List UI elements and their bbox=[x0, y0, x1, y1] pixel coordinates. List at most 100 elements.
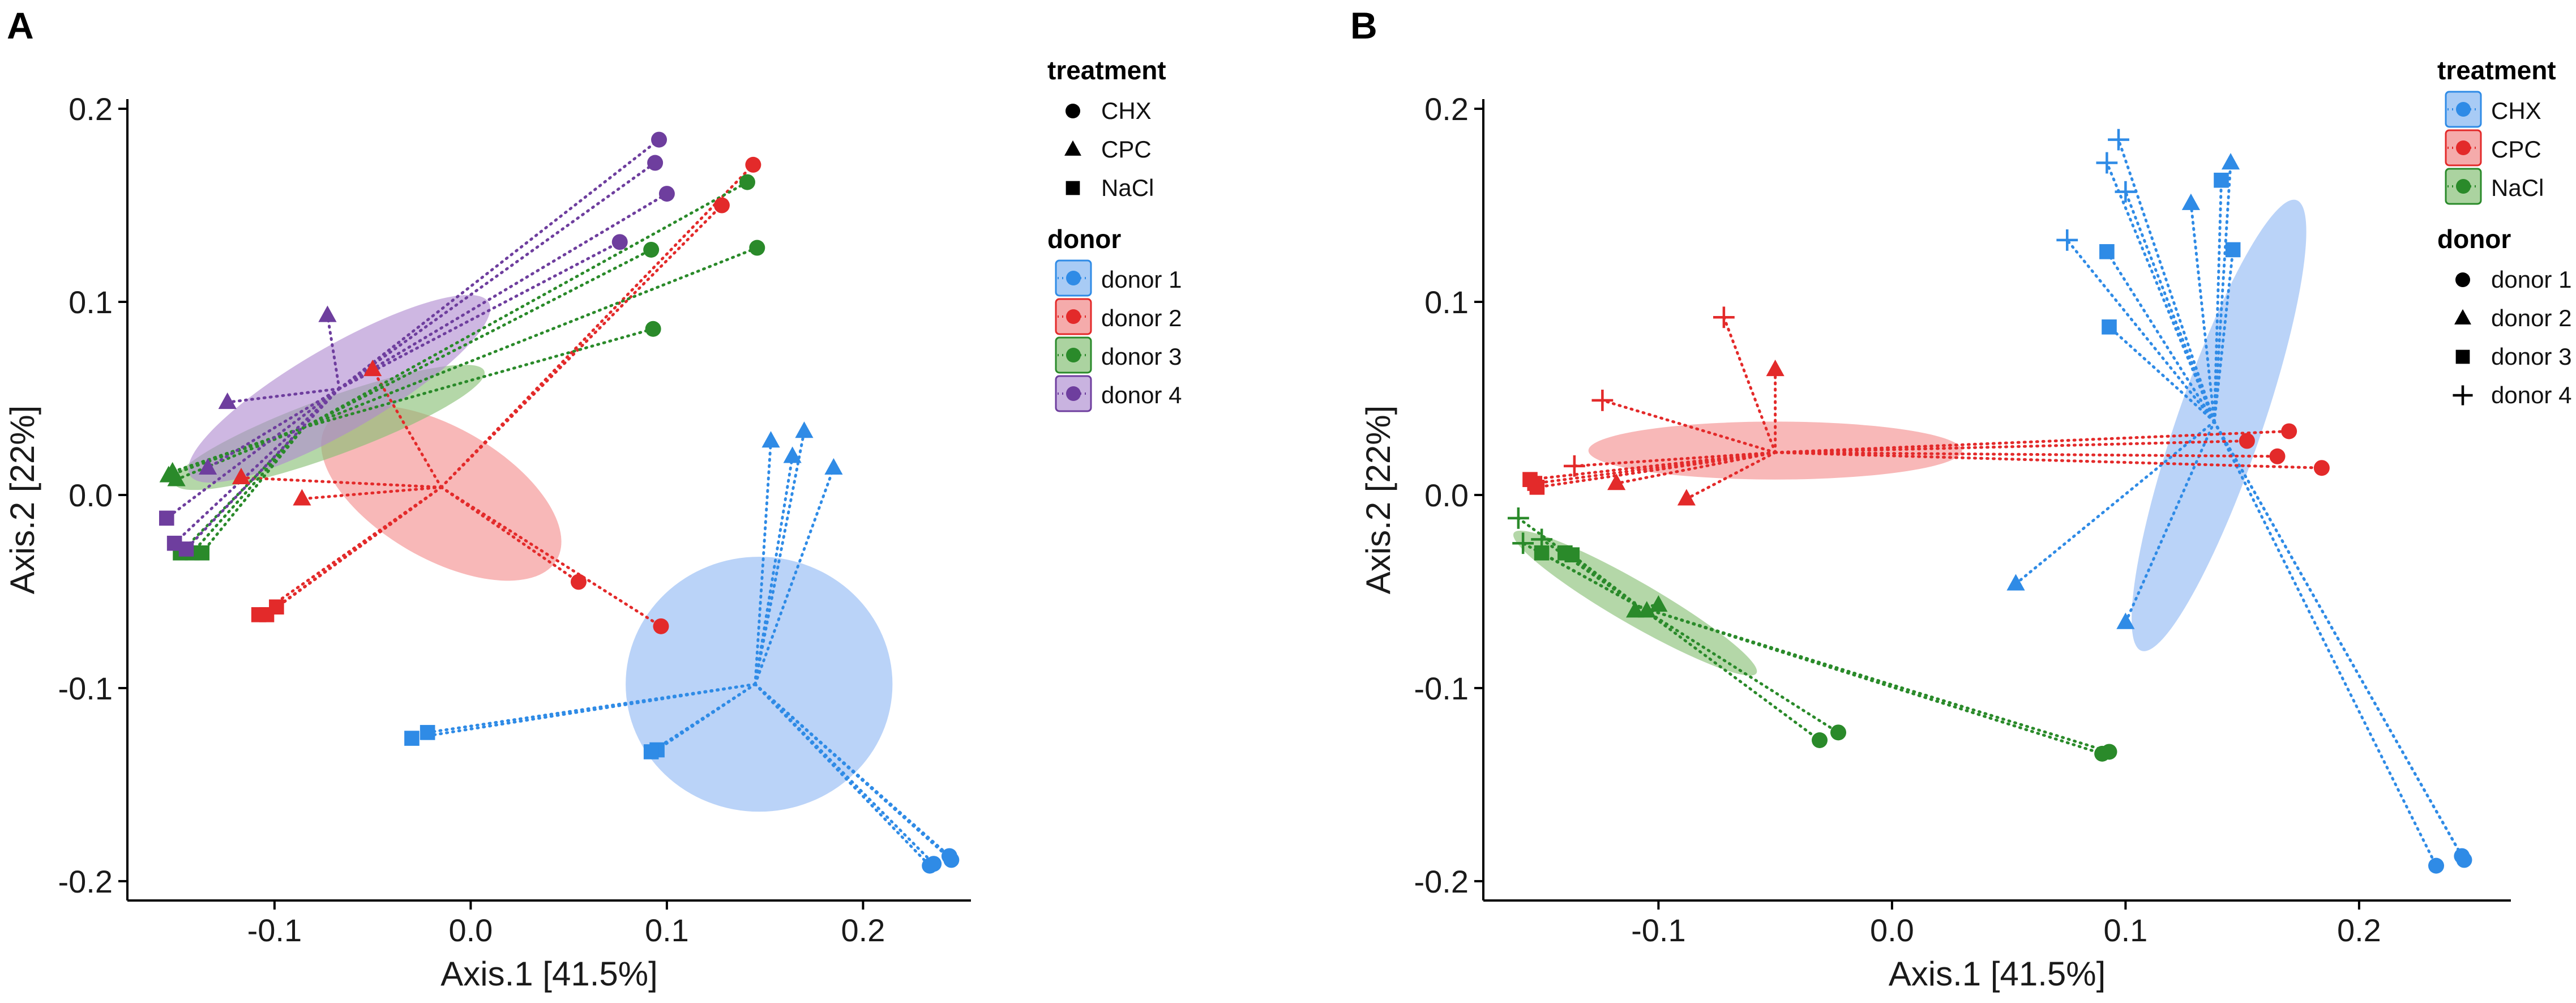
axes: -0.1 0.0 0.1 0.2 -0.2 -0.1 0.0 0.1 0.2 Axis.1 [41… bbox=[3, 91, 971, 993]
data-point-1-1 bbox=[2108, 129, 2129, 151]
legend-entry-donor-4-key bbox=[2453, 385, 2473, 406]
spoke-3-11 bbox=[1638, 605, 1840, 734]
legend-entry-nacl-label: NaCl bbox=[2491, 174, 2544, 201]
spoke-4-5 bbox=[173, 387, 341, 545]
data-point-3-13 bbox=[2101, 744, 2117, 760]
confidence-ellipse-1 bbox=[626, 557, 893, 812]
legend-entry-cpc-key bbox=[1064, 140, 1081, 156]
data-point-1-5 bbox=[2221, 153, 2240, 170]
data-point-2-3 bbox=[363, 359, 382, 377]
x-tick-label-1: -0.1 bbox=[1631, 912, 1686, 948]
spoke-1-6 bbox=[410, 682, 757, 740]
spoke-2-1 bbox=[1722, 315, 1777, 454]
data-point-2-3 bbox=[1563, 455, 1585, 477]
x-tick-label-3: 0.1 bbox=[645, 912, 689, 948]
data-point-3-9 bbox=[749, 240, 765, 256]
data-point-2-9 bbox=[1529, 480, 1545, 495]
chart-panel-b: -0.1 0.0 0.1 0.2 -0.2 -0.1 0.0 0.1 0.2 Axis.1 [41… bbox=[1359, 56, 2571, 993]
spoke-2-9 bbox=[1535, 451, 1777, 489]
spoke-2-9 bbox=[439, 163, 755, 489]
spoke-3-6 bbox=[200, 426, 306, 554]
data-point-1-10 bbox=[2225, 242, 2241, 258]
chart-panel-a: -0.1 0.0 0.1 0.2 -0.2 -0.1 0.0 0.1 0.2 Axis.1 [41… bbox=[3, 56, 1182, 993]
legend-entry-nacl-label: NaCl bbox=[1101, 174, 1154, 201]
spoke-1-12 bbox=[754, 682, 953, 861]
spoke-2-3 bbox=[1573, 451, 1777, 468]
legend-entry-donor-4-swatch-dot bbox=[1066, 386, 1081, 401]
legend-entry-donor-4-label: donor 4 bbox=[2491, 382, 2571, 408]
spoke-1-13 bbox=[2213, 420, 2438, 868]
data-point-2-1 bbox=[1713, 306, 1735, 328]
x-tick-label-4: 0.2 bbox=[841, 912, 885, 948]
confidence-ellipse-1 bbox=[2132, 199, 2307, 651]
data-point-1-2 bbox=[2096, 152, 2118, 174]
data-point-1-1 bbox=[761, 431, 780, 448]
spoke-2-2 bbox=[1601, 399, 1777, 454]
legend-entry-cpc-label: CPC bbox=[2491, 136, 2541, 163]
spoke-2-12 bbox=[1774, 451, 2323, 470]
spoke-3-13 bbox=[1638, 605, 2111, 753]
spoke-1-5 bbox=[2213, 161, 2232, 423]
data-point-1-3 bbox=[783, 446, 802, 463]
spoke-3-10 bbox=[302, 327, 655, 429]
legend-entry-nacl-swatch-dot bbox=[2456, 179, 2471, 194]
spoke-1-3 bbox=[754, 455, 794, 686]
spoke-2-3 bbox=[371, 368, 443, 489]
data-point-1-7 bbox=[2006, 574, 2025, 591]
spoke-1-10 bbox=[2213, 248, 2235, 423]
data-point-3-6 bbox=[194, 545, 209, 561]
data-point-2-8 bbox=[713, 197, 730, 214]
data-point-2-13 bbox=[2239, 433, 2255, 449]
spoke-1-10 bbox=[754, 682, 935, 865]
spoke-2-13 bbox=[1774, 439, 2249, 454]
spoke-2-7 bbox=[1529, 451, 1777, 481]
spoke-2-8 bbox=[439, 204, 724, 489]
spoke-2-2 bbox=[300, 485, 443, 501]
spoke-2-10 bbox=[439, 485, 663, 628]
data-point-3-10 bbox=[1812, 732, 1828, 748]
data-point-3-10 bbox=[645, 321, 661, 337]
y-tick-label-4: 0.1 bbox=[69, 284, 113, 320]
data-point-4-9 bbox=[658, 186, 675, 202]
data-point-2-5 bbox=[1607, 473, 1626, 490]
spoke-1-4 bbox=[2065, 238, 2216, 423]
data-point-4-6 bbox=[178, 541, 194, 557]
axes: -0.1 0.0 0.1 0.2 -0.2 -0.1 0.0 0.1 0.2 Axis.1 [41… bbox=[1359, 91, 2511, 993]
legend-entry-donor-4-label: donor 4 bbox=[1101, 382, 1182, 408]
spoke-1-12 bbox=[2108, 325, 2216, 423]
spoke-4-6 bbox=[185, 387, 341, 550]
data-point-4-3 bbox=[198, 458, 217, 475]
data-point-1-2 bbox=[795, 421, 814, 438]
legend-entry-donor-1-swatch-dot bbox=[1066, 271, 1081, 285]
y-tick-label-2: -0.1 bbox=[1414, 671, 1469, 706]
spokes bbox=[1517, 138, 2466, 868]
legend-entry-chx-swatch-dot bbox=[2456, 102, 2471, 117]
x-tick-label-4: 0.2 bbox=[2337, 912, 2381, 948]
spoke-2-1 bbox=[239, 476, 443, 489]
data-point-2-6 bbox=[269, 599, 284, 615]
legend-title-donor: donor bbox=[2437, 224, 2511, 254]
spoke-3-9 bbox=[302, 246, 759, 429]
spoke-2-6 bbox=[1685, 451, 1777, 501]
legend-entry-donor-3-key bbox=[2455, 349, 2470, 364]
legend-title-treatment: treatment bbox=[1047, 56, 1166, 85]
spoke-4-9 bbox=[337, 192, 669, 390]
legend-entry-donor-3-label: donor 3 bbox=[2491, 343, 2571, 370]
panel-label-b: B bbox=[1350, 5, 1377, 46]
data-point-3-8 bbox=[739, 174, 755, 190]
data-point-1-4 bbox=[2056, 229, 2078, 251]
spoke-1-9 bbox=[2213, 178, 2223, 423]
data-point-3-3 bbox=[167, 470, 186, 486]
spoke-3-10 bbox=[1638, 605, 1821, 742]
y-tick-label-4: 0.1 bbox=[1424, 284, 1469, 320]
data-point-1-5 bbox=[420, 725, 435, 740]
spoke-4-8 bbox=[337, 161, 657, 390]
data-point-2-7 bbox=[570, 574, 587, 590]
data-point-3-1 bbox=[1507, 507, 1529, 529]
data-point-2-1 bbox=[232, 467, 251, 485]
spokes bbox=[165, 138, 953, 868]
legend: treatment CHX CPC NaCl donor donor 1 donor 2 do… bbox=[2437, 56, 2571, 408]
spoke-1-3 bbox=[2124, 190, 2216, 423]
y-tick-label-3: 0.0 bbox=[69, 477, 113, 513]
legend-entry-donor-3-label: donor 3 bbox=[1101, 343, 1182, 370]
